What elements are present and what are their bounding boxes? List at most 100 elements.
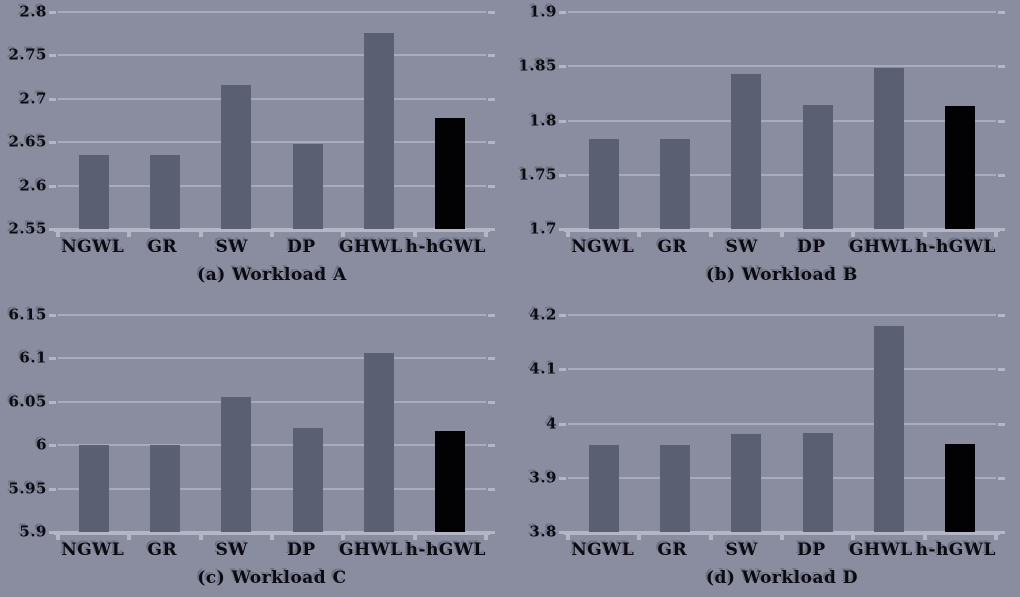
x-tick-mark	[708, 232, 713, 237]
x-tick-mark	[780, 535, 784, 540]
chart-workload-d: 3.8 3.9 4 4.1 4.2 NGWL GR SW DP GHWL h-hGWL (d) Wor…	[510, 297, 1020, 597]
x-axis-line	[54, 228, 490, 232]
chart-caption: (d) Workload D	[705, 568, 859, 588]
x-tick-mark	[270, 232, 274, 237]
y-tick-label: 6	[36, 435, 47, 454]
x-tick-mark	[851, 535, 856, 540]
y-tick-mark-right	[998, 314, 1005, 317]
y-tick-mark-left	[559, 368, 566, 372]
x-category-label: h-hGWL	[405, 237, 486, 257]
bar-ghwl	[364, 32, 394, 229]
plot-area	[49, 314, 495, 540]
bar-dp	[802, 433, 833, 532]
bar-h-hgwl	[945, 444, 976, 532]
bar-gr	[150, 445, 180, 532]
bar-gr	[150, 155, 180, 229]
x-category-labels: NGWL GR SW DP GHWL h-hGWL	[568, 238, 996, 257]
x-category-label: h-hGWL	[915, 237, 996, 257]
x-category-label: h-hGWL	[405, 540, 486, 560]
y-tick-mark-right	[488, 400, 495, 404]
y-tick-mark-right	[488, 184, 495, 188]
y-tick-mark-left	[559, 11, 566, 14]
x-category-label: SW	[725, 237, 759, 257]
plot-area	[559, 314, 1005, 540]
bar-h-hgwl	[945, 106, 976, 229]
y-tick-label: 1.9	[529, 2, 557, 21]
gridline	[58, 11, 486, 13]
y-tick-label: 2.6	[19, 176, 47, 195]
x-tick-mark	[341, 232, 346, 237]
gridline	[58, 141, 486, 144]
x-tick-mark	[412, 535, 417, 540]
y-tick-mark-right	[488, 314, 495, 317]
y-tick-label: 2.7	[19, 89, 47, 108]
y-tick-label: 2.65	[8, 132, 47, 151]
y-tick-mark-right	[998, 119, 1005, 123]
gridline	[568, 65, 996, 68]
y-tick-mark-left	[49, 184, 56, 188]
y-tick-mark-right	[488, 141, 495, 145]
y-tick-label: 1.8	[529, 111, 557, 129]
y-tick-mark-left	[49, 531, 56, 534]
bar-ngwl	[78, 155, 109, 229]
y-tick-mark-right	[488, 11, 495, 14]
x-category-label: GR	[657, 540, 688, 560]
y-tick-mark-left	[559, 228, 566, 231]
x-tick-mark	[780, 232, 784, 237]
bar-sw	[731, 73, 762, 229]
chart-caption: (b) Workload B	[706, 265, 858, 285]
x-tick-mark	[994, 535, 998, 540]
x-category-label: h-hGWL	[915, 540, 996, 560]
chart-workload-c: 5.9 5.95 6 6.05 6.1 6.15 NGWL GR SW DP GHWL h-hGWL (…	[0, 297, 510, 597]
x-category-label: GHWL	[339, 540, 403, 560]
x-category-label: SW	[725, 540, 759, 560]
x-category-label: DP	[287, 237, 316, 257]
y-tick-mark-left	[49, 54, 56, 58]
x-axis-line	[564, 531, 1000, 535]
y-tick-mark-left	[559, 173, 566, 177]
x-tick-mark	[412, 232, 417, 237]
x-tick-mark	[708, 535, 713, 540]
chart-workload-a: 2.55 2.6 2.65 2.7 2.75 2.8 NGWL GR SW DP GHWL h-hGW…	[0, 0, 510, 297]
x-category-label: NGWL	[571, 237, 635, 257]
y-tick-label: 6.05	[8, 392, 47, 411]
y-tick-mark-right	[488, 487, 495, 491]
y-tick-label: 6.1	[19, 348, 47, 367]
x-category-labels: NGWL GR SW DP GHWL h-hGWL	[58, 238, 486, 257]
x-category-label: DP	[797, 237, 826, 257]
gridline	[58, 184, 486, 187]
x-tick-mark	[270, 535, 274, 540]
x-tick-mark	[484, 232, 488, 237]
bar-gr	[660, 138, 690, 229]
x-axis-line	[564, 228, 1000, 232]
y-tick-label: 1.7	[529, 219, 557, 238]
x-tick-mark	[56, 535, 60, 540]
x-category-label: SW	[215, 237, 249, 257]
gridline	[568, 422, 996, 425]
y-tick-mark-left	[559, 65, 566, 69]
y-tick-mark-right	[998, 173, 1005, 177]
gridline	[568, 173, 996, 176]
y-tick-mark-right	[488, 228, 495, 231]
bar-h-hgwl	[435, 117, 466, 229]
bar-ghwl	[874, 325, 904, 532]
bar-sw	[221, 84, 252, 229]
x-tick-mark	[994, 232, 998, 237]
x-tick-mark	[198, 535, 203, 540]
bar-dp	[292, 143, 323, 229]
x-category-label: GR	[657, 237, 688, 257]
x-category-label: NGWL	[571, 540, 635, 560]
bar-dp	[802, 105, 833, 229]
x-category-label: GHWL	[339, 237, 403, 257]
y-tick-mark-left	[49, 228, 56, 231]
bar-sw	[221, 396, 252, 532]
y-tick-mark-left	[559, 531, 566, 534]
x-category-label: DP	[797, 540, 826, 560]
x-tick-mark	[127, 232, 132, 237]
y-tick-mark-right	[998, 11, 1005, 14]
gridline	[58, 444, 486, 447]
gridline	[58, 54, 486, 57]
y-tick-mark-right	[488, 97, 495, 101]
chart-caption: (a) Workload A	[197, 265, 347, 285]
